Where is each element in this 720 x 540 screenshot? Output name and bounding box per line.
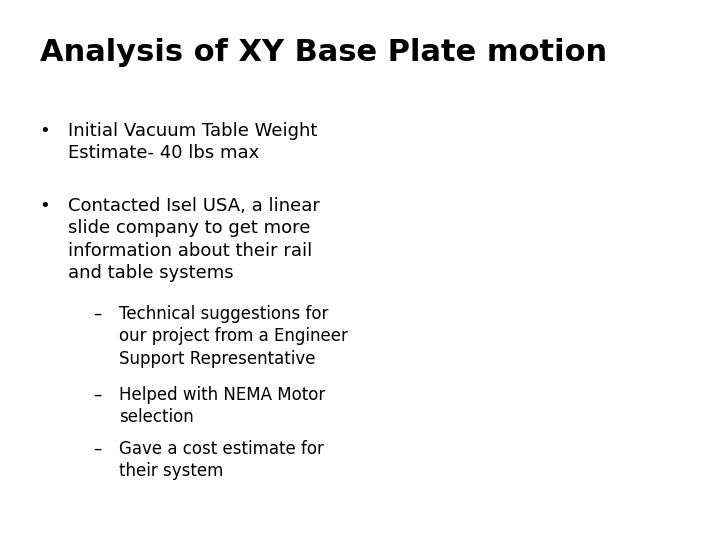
Text: –: – [94, 386, 102, 404]
Text: •: • [40, 197, 50, 215]
Text: •: • [40, 122, 50, 139]
Text: Initial Vacuum Table Weight
Estimate- 40 lbs max: Initial Vacuum Table Weight Estimate- 40… [68, 122, 318, 161]
Text: Contacted Isel USA, a linear
slide company to get more
information about their r: Contacted Isel USA, a linear slide compa… [68, 197, 320, 282]
Text: Analysis of XY Base Plate motion: Analysis of XY Base Plate motion [40, 38, 607, 67]
Text: Gave a cost estimate for
their system: Gave a cost estimate for their system [119, 440, 324, 480]
Text: –: – [94, 305, 102, 323]
Text: –: – [94, 440, 102, 458]
Text: Helped with NEMA Motor
selection: Helped with NEMA Motor selection [119, 386, 325, 426]
Text: Technical suggestions for
our project from a Engineer
Support Representative: Technical suggestions for our project fr… [119, 305, 348, 368]
